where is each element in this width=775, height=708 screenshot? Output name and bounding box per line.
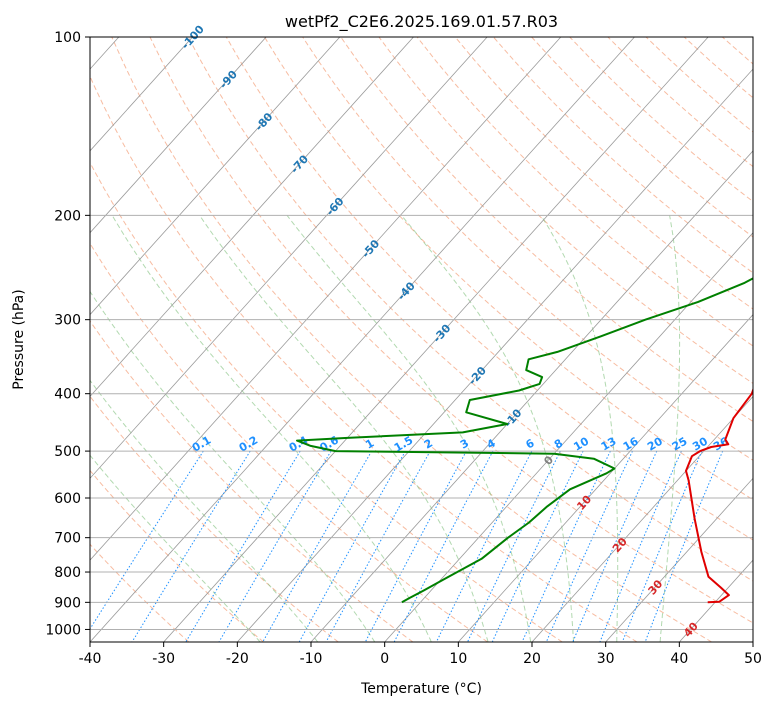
isotherm-line xyxy=(90,37,193,152)
x-tick-label: 0 xyxy=(380,651,389,667)
plot-area xyxy=(90,37,753,642)
x-tick-label: -10 xyxy=(300,651,323,667)
moist-adiabat-line xyxy=(111,215,432,642)
plot-frame xyxy=(89,36,754,643)
y-tick-label: 700 xyxy=(54,531,81,547)
y-tick-label: 900 xyxy=(54,595,81,611)
mixing-ratio-line xyxy=(298,450,406,642)
y-tick-label: 200 xyxy=(54,208,81,224)
x-tick-label: -20 xyxy=(226,651,249,667)
y-tick-label: 800 xyxy=(54,565,81,581)
x-axis-label: Temperature (°C) xyxy=(360,681,482,697)
background-lines xyxy=(90,37,753,642)
y-axis-ticks: 100 200 300 400 500 600 700 800 900 1000 xyxy=(45,30,90,638)
mixing-ratio-line xyxy=(393,450,494,642)
mixing-ratio-line xyxy=(491,450,584,642)
x-tick-label: 40 xyxy=(670,651,688,667)
mixing-ratio-line xyxy=(262,450,373,642)
mixing-ratio-line xyxy=(325,450,431,642)
isotherm-line xyxy=(90,37,635,642)
x-tick-label: 20 xyxy=(523,651,541,667)
mixing-ratio-line xyxy=(435,450,533,642)
dry-adiabat-line xyxy=(416,37,753,347)
mixing-ratio-line xyxy=(364,450,467,642)
mixing-ratio-line xyxy=(621,450,703,642)
moist-adiabat-line xyxy=(401,214,575,642)
isotherm-line xyxy=(237,68,753,642)
x-tick-label: 30 xyxy=(597,651,615,667)
moist-adiabat-line xyxy=(659,215,681,642)
y-axis-label: Pressure (hPa) xyxy=(11,289,27,389)
mixing-ratio-line xyxy=(599,450,682,642)
moist-adiabat-line xyxy=(90,290,376,642)
dry-adiabat-line xyxy=(111,37,712,642)
isotherm-line xyxy=(90,37,267,234)
dry-adiabat-line xyxy=(90,469,264,642)
dry-adiabat-line xyxy=(340,37,753,423)
mixing-ratio-line xyxy=(131,450,251,642)
moist-adiabat-line xyxy=(286,214,532,642)
moist-adiabat-line xyxy=(540,215,619,642)
profile-lines xyxy=(296,277,753,604)
y-tick-label: 100 xyxy=(54,30,81,46)
mixing-ratio-line xyxy=(467,450,561,642)
isotherm-line xyxy=(90,37,414,398)
dry-adiabat-line xyxy=(454,37,753,310)
y-tick-label: 600 xyxy=(54,491,81,507)
isotherm-line xyxy=(458,313,753,642)
profile-series-line xyxy=(296,277,753,604)
y-tick-label: 300 xyxy=(54,313,81,329)
chart-title: wetPf2_C2E6.2025.169.01.57.R03 xyxy=(285,12,558,32)
pressure-grid xyxy=(90,37,753,630)
x-tick-label: 50 xyxy=(744,651,762,667)
dry-adiabat-line xyxy=(187,37,753,582)
y-tick-label: 500 xyxy=(54,444,81,460)
mixing-ratio-line xyxy=(90,450,204,630)
dry-adiabat-line xyxy=(90,161,563,642)
isotherm-line xyxy=(163,37,709,642)
dry-adiabat-line xyxy=(149,37,753,624)
moist-adiabat-line xyxy=(90,454,261,642)
isotherm-line xyxy=(605,477,753,642)
moist-adiabat-line xyxy=(199,215,489,642)
isotherm-line xyxy=(310,150,753,642)
isotherm-line xyxy=(90,37,562,561)
x-tick-label: 10 xyxy=(449,651,467,667)
x-tick-label: -40 xyxy=(79,651,102,667)
y-tick-label: 1000 xyxy=(45,622,81,638)
mixing-ratio-line xyxy=(572,450,658,642)
isotherm-line xyxy=(90,37,341,316)
profile-series-line xyxy=(685,387,753,604)
isotherm-line xyxy=(90,37,488,479)
moist-adiabat-line xyxy=(90,379,319,642)
dry-adiabat-line xyxy=(90,242,488,642)
dry-adiabat-line xyxy=(264,37,753,501)
isotherm-line xyxy=(384,232,753,642)
y-tick-label: 400 xyxy=(54,387,81,403)
x-axis-ticks: -40 -30 -20 -10 0 10 20 30 40 50 xyxy=(79,642,762,667)
mixing-ratio-line xyxy=(218,450,332,642)
x-tick-label: -30 xyxy=(152,651,175,667)
isotherm-line xyxy=(531,395,753,642)
